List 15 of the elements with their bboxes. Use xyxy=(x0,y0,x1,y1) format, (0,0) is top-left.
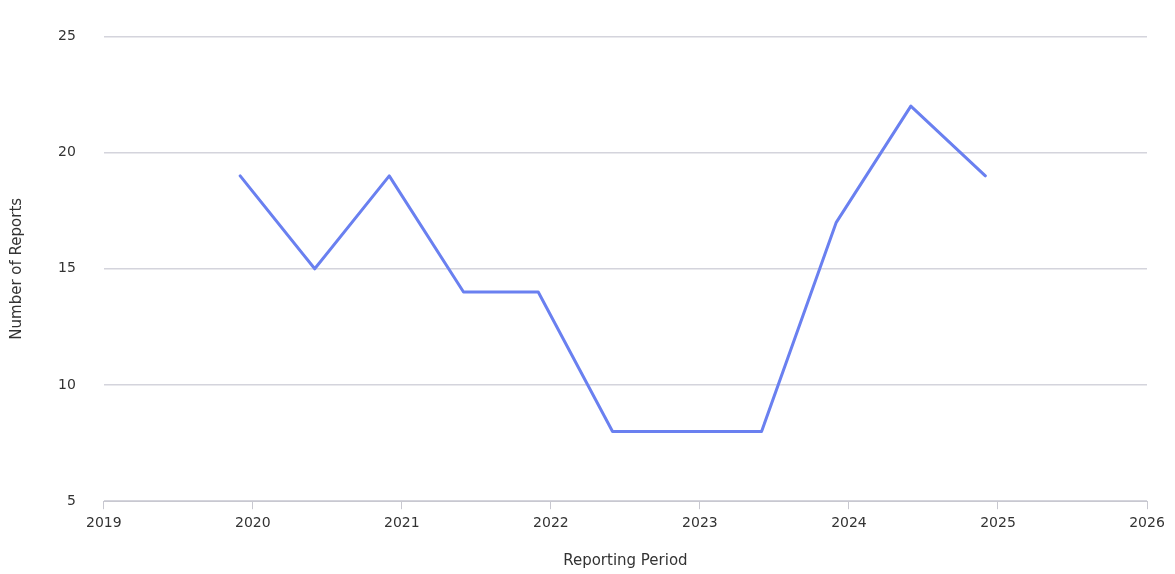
x-tick-label: 2025 xyxy=(980,514,1016,531)
y-tick-label: 10 xyxy=(57,375,76,392)
x-tick-label: 2026 xyxy=(1129,514,1165,531)
y-tick-label: 25 xyxy=(57,27,76,44)
x-tick-label: 2019 xyxy=(85,514,122,531)
y-tick-label: 5 xyxy=(66,491,76,508)
y-tick-label: 15 xyxy=(57,259,76,276)
x-tick-label: 2022 xyxy=(533,514,569,531)
y-tick-label: 20 xyxy=(57,143,76,160)
x-tick-label: 2020 xyxy=(235,514,271,531)
x-tick-label: 2021 xyxy=(384,514,420,531)
x-tick-label: 2024 xyxy=(831,514,867,531)
y-axis-title: Number of Reports xyxy=(6,197,25,340)
x-axis-title: Reporting Period xyxy=(563,550,688,569)
x-tick-label: 2023 xyxy=(682,514,718,531)
